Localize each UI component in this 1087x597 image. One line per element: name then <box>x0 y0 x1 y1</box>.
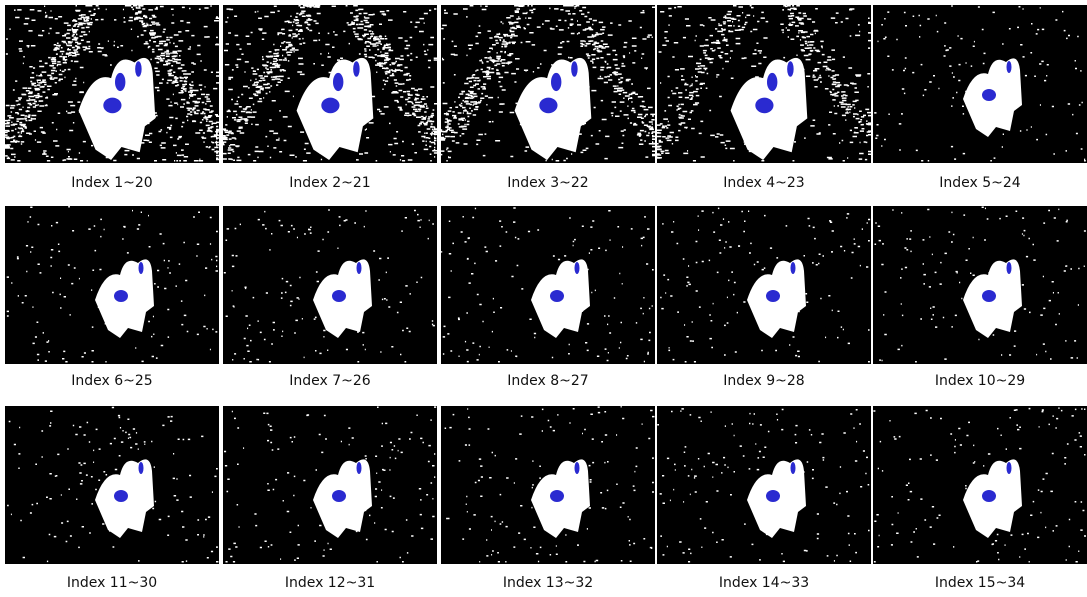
blue-region <box>1007 462 1012 474</box>
caption: Index 15~34 <box>935 575 1025 591</box>
caption: Index 14~33 <box>719 575 809 591</box>
blue-region <box>539 98 557 114</box>
image-panel <box>223 206 437 364</box>
caption: Index 13~32 <box>503 575 593 591</box>
image-panel <box>223 5 439 163</box>
blue-region <box>551 73 561 91</box>
blue-region <box>982 290 996 302</box>
caption: Index 7~26 <box>289 373 371 389</box>
caption: Index 12~31 <box>285 575 375 591</box>
image-panel <box>5 406 219 564</box>
image-panel <box>873 206 1087 364</box>
image-panel <box>657 406 871 564</box>
blue-region <box>321 98 339 114</box>
image-panel <box>441 406 655 564</box>
blue-region <box>766 290 780 302</box>
blue-region <box>982 89 996 101</box>
image-panel <box>5 5 221 163</box>
image-panel <box>873 406 1087 564</box>
blue-region <box>550 290 564 302</box>
blue-region <box>575 462 580 474</box>
blue-region <box>766 490 780 502</box>
caption: Index 9~28 <box>723 373 804 389</box>
blue-region <box>1007 262 1012 274</box>
caption: Index 2~21 <box>289 175 370 191</box>
caption: Index 10~29 <box>935 373 1025 389</box>
blue-region <box>982 490 996 502</box>
caption: Index 4~23 <box>723 175 804 191</box>
blue-region <box>114 490 128 502</box>
blue-region <box>767 73 777 91</box>
blue-region <box>353 61 360 77</box>
blue-region <box>575 262 580 274</box>
image-panel <box>441 5 657 163</box>
blue-region <box>357 462 362 474</box>
blue-region <box>791 462 796 474</box>
blue-region <box>139 262 144 274</box>
blue-region <box>357 262 362 274</box>
caption: Index 6~25 <box>71 373 152 389</box>
blue-region <box>115 73 125 91</box>
blue-region <box>332 490 346 502</box>
image-panel <box>873 5 1087 163</box>
image-panel <box>5 206 219 364</box>
blue-region <box>571 61 578 77</box>
image-panel <box>223 406 437 564</box>
caption: Index 3~22 <box>507 175 588 191</box>
blue-region <box>787 61 794 77</box>
caption: Index 8~27 <box>507 373 588 389</box>
image-panel <box>657 5 873 163</box>
caption: Index 1~20 <box>71 175 152 191</box>
caption: Index 11~30 <box>67 575 157 591</box>
figure: Index 1~20 Index 2~21 Index 3~22 Index 4~23… <box>0 0 1087 597</box>
blue-region <box>114 290 128 302</box>
caption: Index 5~24 <box>939 175 1021 191</box>
image-panel <box>657 206 871 364</box>
blue-region <box>139 462 144 474</box>
blue-region <box>791 262 796 274</box>
blue-region <box>1007 61 1012 73</box>
blue-region <box>135 61 142 77</box>
blue-region <box>332 290 346 302</box>
blue-region <box>550 490 564 502</box>
blue-region <box>755 98 773 114</box>
image-panel <box>441 206 655 364</box>
blue-region <box>103 98 121 114</box>
blue-region <box>333 73 343 91</box>
